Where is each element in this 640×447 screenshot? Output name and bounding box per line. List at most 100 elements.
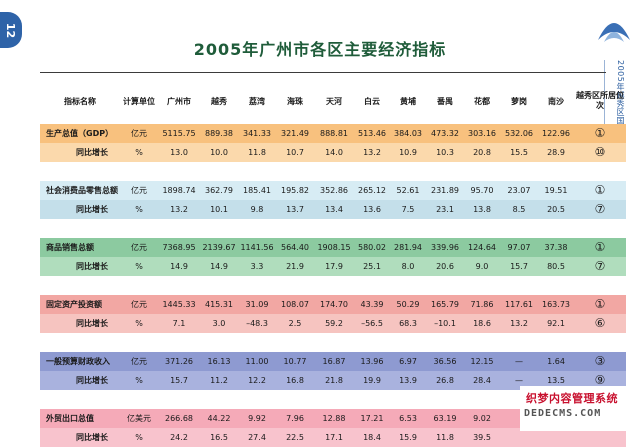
value-cell: 13.8 — [464, 200, 500, 219]
value-cell: 473.32 — [426, 124, 464, 143]
value-cell: — — [500, 371, 538, 390]
value-cell: 174.70 — [314, 295, 354, 314]
indicator-unit: 亿美元 — [120, 409, 158, 428]
rank-cell: ① — [574, 238, 626, 257]
value-cell: — — [500, 352, 538, 371]
value-cell: 8.5 — [500, 200, 538, 219]
indicator-name: 同比增长 — [40, 200, 120, 219]
indicator-name: 同比增长 — [40, 371, 120, 390]
header-district: 白云 — [364, 96, 380, 106]
header-district: 海珠 — [287, 96, 303, 106]
row-gap-cell — [40, 219, 626, 238]
header-district: 天河 — [326, 96, 342, 106]
value-cell: 1445.33 — [158, 295, 200, 314]
rank-cell: ⑥ — [574, 314, 626, 333]
indicator-name: 生产总值（GDP） — [40, 124, 120, 143]
rank-cell: ⑨ — [574, 371, 626, 390]
value-cell: 8.0 — [390, 257, 426, 276]
rank-badge: ① — [594, 297, 606, 311]
watermark: 织梦内容管理系统 DEDECMS.COM — [520, 386, 640, 431]
value-cell: 6.53 — [390, 409, 426, 428]
indicator-name: 一般预算财政收入 — [40, 352, 120, 371]
rank-cell: ③ — [574, 352, 626, 371]
value-cell: 9.02 — [464, 409, 500, 428]
indicator-unit: % — [120, 257, 158, 276]
value-cell: 15.7 — [158, 371, 200, 390]
rank-badge: ① — [594, 240, 606, 254]
value-cell: 12.2 — [238, 371, 276, 390]
corner-logo — [598, 23, 630, 42]
value-cell: 13.6 — [354, 200, 390, 219]
value-cell: 21.8 — [314, 371, 354, 390]
value-cell: 23.07 — [500, 181, 538, 200]
value-cell: 163.73 — [538, 295, 574, 314]
value-cell: 9.92 — [238, 409, 276, 428]
value-cell: 1898.74 — [158, 181, 200, 200]
value-cell: 415.31 — [200, 295, 238, 314]
value-cell: 68.3 — [390, 314, 426, 333]
value-cell: 384.03 — [390, 124, 426, 143]
value-cell: 3.3 — [238, 257, 276, 276]
value-cell: 10.7 — [276, 143, 314, 162]
value-cell: 16.8 — [276, 371, 314, 390]
indicator-name: 固定资产投资额 — [40, 295, 120, 314]
value-cell: –48.3 — [238, 314, 276, 333]
value-cell: 10.77 — [276, 352, 314, 371]
page-number: 12 — [4, 22, 18, 38]
value-cell: 2139.67 — [200, 238, 238, 257]
value-cell: 6.97 — [390, 352, 426, 371]
value-cell: 117.61 — [500, 295, 538, 314]
indicator-name: 商品销售总额 — [40, 238, 120, 257]
value-cell: 52.61 — [390, 181, 426, 200]
value-cell: 889.38 — [200, 124, 238, 143]
value-cell: 13.96 — [354, 352, 390, 371]
rank-cell: ① — [574, 124, 626, 143]
value-cell: 231.89 — [426, 181, 464, 200]
value-cell: 341.33 — [238, 124, 276, 143]
value-cell: 17.21 — [354, 409, 390, 428]
value-cell: 12.88 — [314, 409, 354, 428]
indicator-unit: 亿元 — [120, 124, 158, 143]
indicator-name: 同比增长 — [40, 257, 120, 276]
indicator-unit: % — [120, 314, 158, 333]
row-gap-cell — [40, 333, 626, 352]
table-row: 同比增长% 13.2 10.1 9.8 13.7 13.4 13.6 7.5 23.1 13.8 8… — [40, 200, 626, 219]
value-cell: 92.1 — [538, 314, 574, 333]
value-cell: 13.2 — [354, 143, 390, 162]
value-cell: 3.0 — [200, 314, 238, 333]
table-row: 同比增长% 15.7 11.2 12.2 16.8 21.8 19.9 13.9 26.8 28.… — [40, 371, 626, 390]
rank-badge: ① — [594, 183, 606, 197]
value-cell: 13.2 — [158, 200, 200, 219]
value-cell: 43.39 — [354, 295, 390, 314]
value-cell: 11.00 — [238, 352, 276, 371]
value-cell: 21.9 — [276, 257, 314, 276]
value-cell: 352.86 — [314, 181, 354, 200]
header-district: 广州市 — [167, 96, 191, 106]
value-cell: 13.7 — [276, 200, 314, 219]
value-cell: 7.96 — [276, 409, 314, 428]
table-header-row: 指标名称 计算单位 广州市 越秀 荔湾 海珠 天河 白云 黄埔 番禺 花都 萝岗… — [40, 78, 626, 124]
table-row: 同比增长% 14.9 14.9 3.3 21.9 17.9 25.1 8.0 20.6 9.0 15… — [40, 257, 626, 276]
value-cell: 124.64 — [464, 238, 500, 257]
value-cell: 371.26 — [158, 352, 200, 371]
value-cell: 321.49 — [276, 124, 314, 143]
header-district: 越秀 — [211, 96, 227, 106]
value-cell: 564.40 — [276, 238, 314, 257]
value-cell: 1141.56 — [238, 238, 276, 257]
value-cell: 14.9 — [158, 257, 200, 276]
value-cell: 165.79 — [426, 295, 464, 314]
value-cell: 10.3 — [426, 143, 464, 162]
value-cell: 11.8 — [238, 143, 276, 162]
indicator-unit: % — [120, 371, 158, 390]
value-cell: 14.0 — [314, 143, 354, 162]
value-cell: 59.2 — [314, 314, 354, 333]
value-cell: 580.02 — [354, 238, 390, 257]
value-cell: 195.82 — [276, 181, 314, 200]
header-indicator: 指标名称 — [64, 96, 96, 106]
value-cell: 122.96 — [538, 124, 574, 143]
header-unit: 计算单位 — [123, 96, 155, 106]
rank-badge: ③ — [594, 354, 606, 368]
rank-cell: ⑦ — [574, 257, 626, 276]
value-cell: 362.79 — [200, 181, 238, 200]
value-cell: 10.1 — [200, 200, 238, 219]
